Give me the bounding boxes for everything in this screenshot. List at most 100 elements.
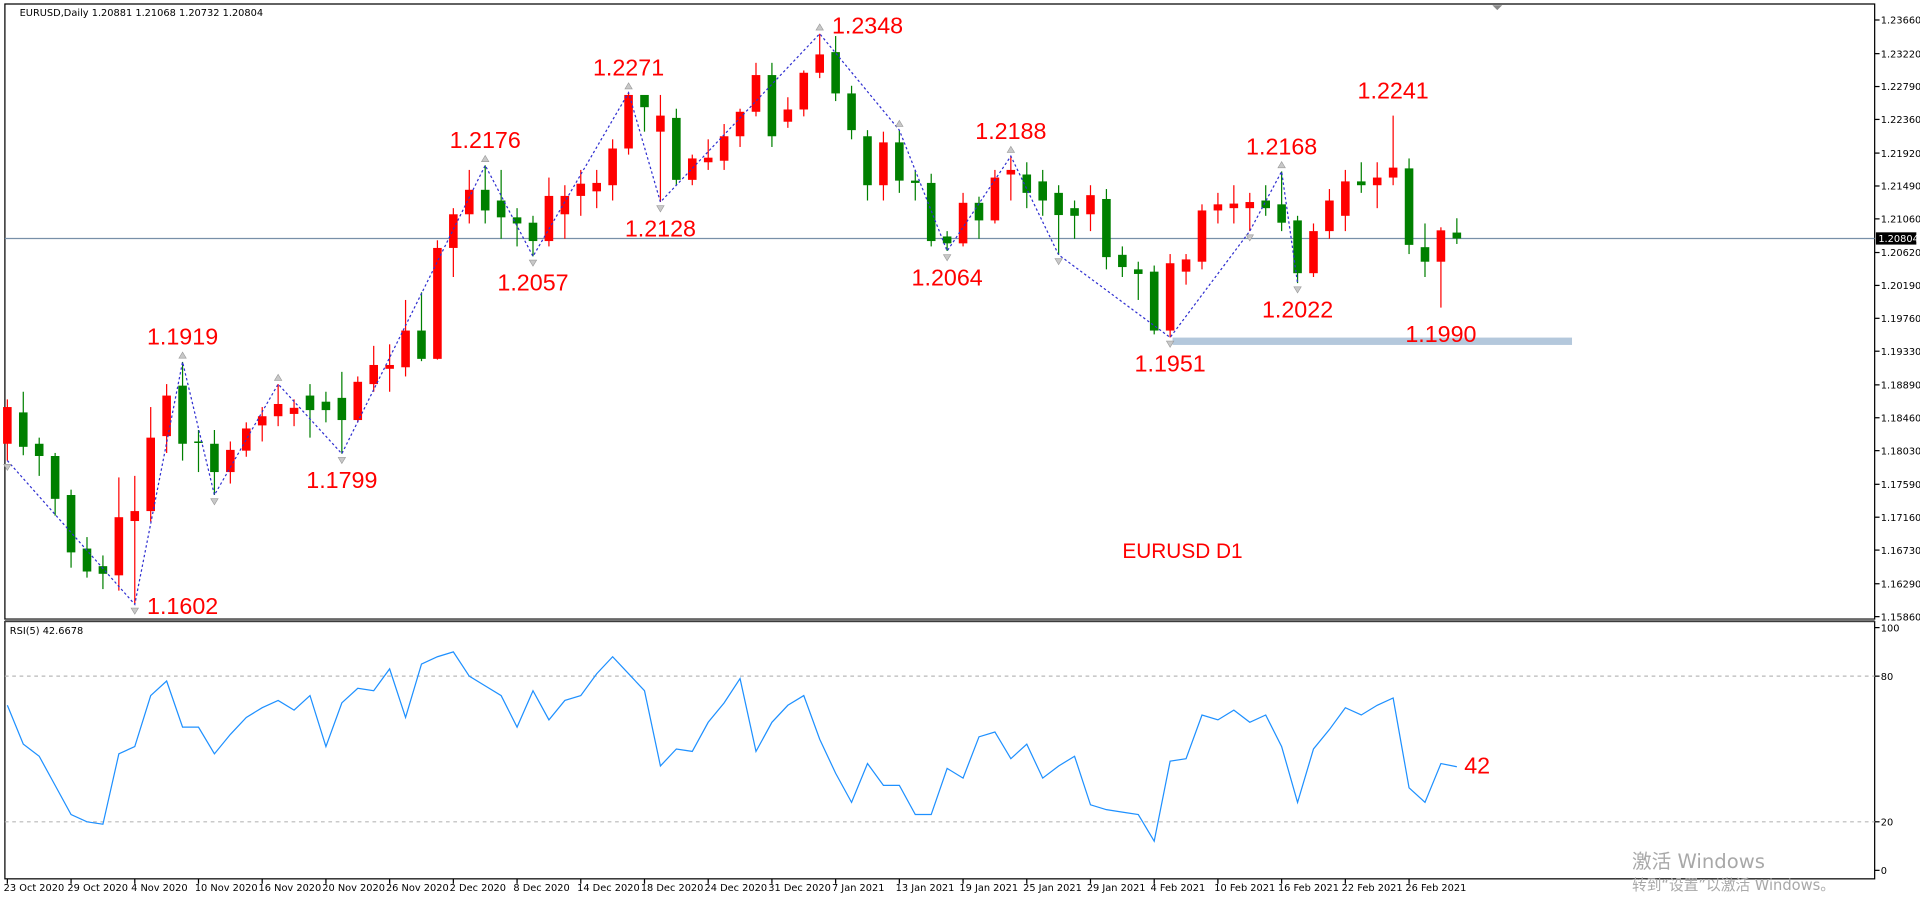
x-axis: 23 Oct 2020 29 Oct 2020 4 Nov 2020 10 Nov 2… bbox=[4, 878, 1466, 894]
swing-label: 1.1799 bbox=[306, 467, 377, 493]
candle-body bbox=[257, 416, 267, 426]
swing-label: 1.2128 bbox=[625, 215, 696, 241]
candle-body bbox=[385, 364, 394, 369]
candle-body bbox=[687, 158, 697, 180]
y-tick-label: 1.19760 bbox=[1881, 314, 1920, 325]
zigzag-arrow bbox=[480, 154, 490, 162]
zigzag-arrow bbox=[1293, 286, 1302, 294]
swing-label: 1.2271 bbox=[593, 55, 664, 81]
candle-body bbox=[417, 330, 426, 359]
swing-label: 1.2241 bbox=[1358, 77, 1429, 103]
candle-body bbox=[1165, 263, 1175, 331]
zigzag-arrow bbox=[942, 254, 952, 262]
y-tick-label: 1.20620 bbox=[1881, 248, 1920, 259]
x-tick-label: 25 Jan 2021 bbox=[1023, 883, 1082, 894]
zigzag-arrow bbox=[1006, 145, 1016, 153]
candle-body bbox=[401, 330, 410, 368]
swing-label: 1.2348 bbox=[832, 13, 903, 39]
candle-body bbox=[480, 189, 490, 211]
candle-body bbox=[1372, 177, 1382, 186]
candle-body bbox=[624, 94, 633, 149]
candle-body bbox=[863, 136, 872, 186]
candle-body bbox=[146, 437, 155, 512]
candle-body bbox=[194, 441, 203, 443]
watermark-title: 激活 Windows bbox=[1632, 850, 1765, 873]
zigzag-arrow bbox=[178, 351, 187, 359]
y-tick-label: 1.18890 bbox=[1881, 381, 1920, 392]
candle-body bbox=[608, 148, 617, 186]
zigzag-arrow bbox=[528, 259, 538, 267]
candle-body bbox=[1070, 208, 1079, 216]
candle-body bbox=[1341, 181, 1350, 216]
zigzag-arrow bbox=[1245, 234, 1254, 242]
candle-body bbox=[162, 395, 171, 437]
chart-annotation: EURUSD D1 bbox=[1122, 540, 1242, 563]
swing-label: 1.1919 bbox=[147, 324, 218, 350]
x-tick-label: 19 Jan 2021 bbox=[959, 883, 1018, 894]
x-tick-label: 2 Dec 2020 bbox=[450, 883, 506, 894]
candle-body bbox=[735, 111, 745, 137]
x-tick-label: 26 Feb 2021 bbox=[1405, 883, 1466, 894]
x-tick-label: 13 Jan 2021 bbox=[896, 883, 955, 894]
candle-body bbox=[1452, 232, 1462, 239]
swing-label: 1.2022 bbox=[1262, 296, 1333, 322]
candle-body bbox=[1213, 204, 1223, 211]
zigzag-arrow bbox=[1165, 340, 1175, 348]
candle-body bbox=[1261, 200, 1270, 209]
candle-body bbox=[34, 443, 44, 457]
y-tick-label: 1.15860 bbox=[1881, 612, 1920, 623]
swing-label: 1.2057 bbox=[497, 270, 568, 296]
swing-label: 1.1602 bbox=[147, 593, 218, 619]
candle-body bbox=[672, 117, 681, 180]
y-tick-label: 0 bbox=[1881, 866, 1887, 877]
y-tick-label: 20 bbox=[1881, 817, 1893, 828]
y-tick-label: 1.18030 bbox=[1881, 446, 1920, 457]
main-panel bbox=[4, 3, 1876, 620]
y-tick-label: 1.23660 bbox=[1881, 16, 1920, 27]
x-tick-label: 29 Jan 2021 bbox=[1087, 883, 1146, 894]
candle-body bbox=[82, 548, 92, 572]
candle-body bbox=[1102, 198, 1111, 258]
chart-header: EURUSD,Daily 1.20881 1.21068 1.20732 1.2… bbox=[20, 8, 264, 19]
candle-body bbox=[783, 109, 793, 122]
candle-body bbox=[942, 236, 952, 244]
candle-body bbox=[50, 456, 60, 499]
candle-body bbox=[1038, 181, 1047, 201]
x-tick-label: 4 Nov 2020 bbox=[131, 883, 188, 894]
candle-body bbox=[114, 517, 124, 576]
rsi-chart: 100 80 20 0 bbox=[4, 623, 1900, 877]
bid-label: 1.20804 bbox=[1878, 234, 1919, 245]
swing-label: 1.2188 bbox=[975, 118, 1046, 144]
y-tick-label: 1.21920 bbox=[1881, 149, 1920, 160]
candle-body bbox=[990, 177, 1000, 221]
candle-body bbox=[895, 142, 904, 181]
candle-body bbox=[1277, 204, 1286, 223]
zigzag-arrow bbox=[3, 463, 12, 471]
candle-body bbox=[1054, 192, 1063, 216]
x-tick-label: 23 Oct 2020 bbox=[4, 883, 65, 894]
candle-body bbox=[719, 136, 729, 161]
candle-body bbox=[353, 381, 363, 421]
shift-marker bbox=[1492, 5, 1503, 11]
candle-body bbox=[656, 115, 665, 132]
candle-body bbox=[1404, 168, 1414, 245]
candle-body bbox=[831, 52, 840, 94]
x-tick-label: 29 Oct 2020 bbox=[67, 883, 128, 894]
y-tick-label: 100 bbox=[1881, 623, 1900, 634]
swing-label: 1.2176 bbox=[450, 127, 521, 153]
x-tick-label: 16 Nov 2020 bbox=[259, 883, 322, 894]
zigzag-arrow bbox=[815, 23, 824, 31]
zigzag-arrow bbox=[1277, 161, 1286, 169]
candle-body bbox=[815, 54, 824, 73]
candle-body bbox=[640, 94, 649, 108]
candle-body bbox=[1022, 174, 1032, 193]
candle-body bbox=[1293, 220, 1302, 274]
zigzag-arrow bbox=[337, 457, 347, 465]
x-tick-label: 10 Feb 2021 bbox=[1214, 883, 1275, 894]
candle-body bbox=[512, 217, 522, 224]
candle-body bbox=[879, 142, 888, 186]
candle-body bbox=[178, 385, 187, 444]
x-tick-label: 16 Feb 2021 bbox=[1278, 883, 1339, 894]
